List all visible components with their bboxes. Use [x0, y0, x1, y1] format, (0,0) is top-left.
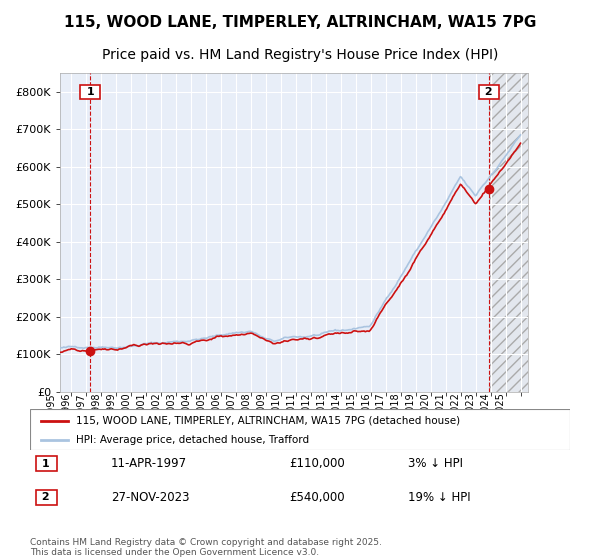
Text: 2003: 2003	[166, 392, 176, 417]
HPI: Average price, detached house, Trafford: (2e+03, 1.18e+05): Average price, detached house, Trafford:…	[77, 344, 85, 351]
HPI: Average price, detached house, Trafford: (2.01e+03, 1.49e+05): Average price, detached house, Trafford:…	[212, 333, 219, 339]
Text: HPI: Average price, detached house, Trafford: HPI: Average price, detached house, Traf…	[76, 435, 309, 445]
Text: 11-APR-1997: 11-APR-1997	[111, 457, 187, 470]
Text: 2007: 2007	[226, 392, 236, 417]
Text: 2: 2	[38, 492, 54, 502]
Text: Price paid vs. HM Land Registry's House Price Index (HPI): Price paid vs. HM Land Registry's House …	[102, 48, 498, 62]
Text: 2009: 2009	[256, 392, 266, 417]
Text: 2021: 2021	[436, 392, 446, 417]
Line: HPI: Average price, detached house, Trafford: HPI: Average price, detached house, Traf…	[60, 135, 521, 348]
Text: 2: 2	[481, 87, 497, 97]
115, WOOD LANE, TIMPERLEY, ALTRINCHAM, WA15 7PG (detached house)	[517, 140, 524, 147]
Text: 3% ↓ HPI: 3% ↓ HPI	[408, 457, 463, 470]
115, WOOD LANE, TIMPERLEY, ALTRINCHAM, WA15 7PG (detached house)	[211, 335, 218, 342]
Text: 19% ↓ HPI: 19% ↓ HPI	[408, 491, 470, 504]
115, WOOD LANE, TIMPERLEY, ALTRINCHAM, WA15 7PG (detached house)	[515, 142, 523, 148]
Text: Contains HM Land Registry data © Crown copyright and database right 2025.
This d: Contains HM Land Registry data © Crown c…	[30, 538, 382, 557]
Text: 1998: 1998	[91, 392, 101, 417]
Text: 2019: 2019	[406, 392, 416, 417]
Text: £540,000: £540,000	[289, 491, 345, 504]
Text: 2000: 2000	[121, 392, 131, 417]
115, WOOD LANE, TIMPERLEY, ALTRINCHAM, WA15 7PG (detached house)	[77, 348, 85, 354]
HPI: Average price, detached house, Trafford: (2e+03, 1.21e+05): Average price, detached house, Trafford:…	[67, 343, 74, 350]
Text: 2010: 2010	[271, 392, 281, 417]
Text: 2025: 2025	[496, 392, 506, 417]
115, WOOD LANE, TIMPERLEY, ALTRINCHAM, WA15 7PG (detached house)	[257, 334, 264, 341]
Text: £110,000: £110,000	[289, 457, 345, 470]
Text: 2022: 2022	[451, 392, 461, 417]
Text: 2018: 2018	[391, 392, 401, 417]
Text: 115, WOOD LANE, TIMPERLEY, ALTRINCHAM, WA15 7PG (detached house): 115, WOOD LANE, TIMPERLEY, ALTRINCHAM, W…	[76, 416, 460, 426]
HPI: Average price, detached house, Trafford: (2e+03, 1.16e+05): Average price, detached house, Trafford:…	[80, 345, 88, 352]
Text: 2008: 2008	[241, 392, 251, 417]
Text: 1997: 1997	[76, 392, 86, 417]
Text: 2020: 2020	[421, 392, 431, 417]
Text: 2024: 2024	[481, 392, 491, 417]
Text: 2014: 2014	[331, 392, 341, 417]
Text: 2015: 2015	[346, 392, 356, 417]
115, WOOD LANE, TIMPERLEY, ALTRINCHAM, WA15 7PG (detached house)	[451, 192, 458, 198]
HPI: Average price, detached house, Trafford: (2.02e+03, 5.51e+05): Average price, detached house, Trafford:…	[452, 181, 459, 188]
Text: 2013: 2013	[316, 392, 326, 417]
Text: 2012: 2012	[301, 392, 311, 417]
115, WOOD LANE, TIMPERLEY, ALTRINCHAM, WA15 7PG (detached house)	[292, 337, 299, 343]
Text: 2011: 2011	[286, 392, 296, 417]
Text: 2006: 2006	[211, 392, 221, 417]
Text: 1996: 1996	[61, 392, 71, 417]
Text: 1999: 1999	[106, 392, 116, 417]
Text: 2017: 2017	[376, 392, 386, 417]
Text: 2002: 2002	[151, 392, 161, 417]
Text: 27-NOV-2023: 27-NOV-2023	[111, 491, 190, 504]
HPI: Average price, detached house, Trafford: (2e+03, 1.17e+05): Average price, detached house, Trafford:…	[56, 344, 64, 351]
Text: 2016: 2016	[361, 392, 371, 417]
Text: 2004: 2004	[181, 392, 191, 417]
Line: 115, WOOD LANE, TIMPERLEY, ALTRINCHAM, WA15 7PG (detached house): 115, WOOD LANE, TIMPERLEY, ALTRINCHAM, W…	[60, 143, 521, 352]
Text: 1: 1	[83, 87, 98, 97]
Text: 2005: 2005	[196, 392, 206, 417]
HPI: Average price, detached house, Trafford: (2.01e+03, 1.47e+05): Average price, detached house, Trafford:…	[258, 333, 265, 340]
HPI: Average price, detached house, Trafford: (2.01e+03, 1.46e+05): Average price, detached house, Trafford:…	[293, 334, 300, 340]
HPI: Average price, detached house, Trafford: (2.03e+03, 6.85e+05): Average price, detached house, Trafford:…	[517, 132, 524, 138]
115, WOOD LANE, TIMPERLEY, ALTRINCHAM, WA15 7PG (detached house)	[56, 349, 64, 356]
Text: 115, WOOD LANE, TIMPERLEY, ALTRINCHAM, WA15 7PG: 115, WOOD LANE, TIMPERLEY, ALTRINCHAM, W…	[64, 15, 536, 30]
Text: 2023: 2023	[466, 392, 476, 417]
Text: 1: 1	[38, 459, 54, 469]
Text: 1995: 1995	[46, 392, 56, 417]
Text: 2001: 2001	[136, 392, 146, 417]
